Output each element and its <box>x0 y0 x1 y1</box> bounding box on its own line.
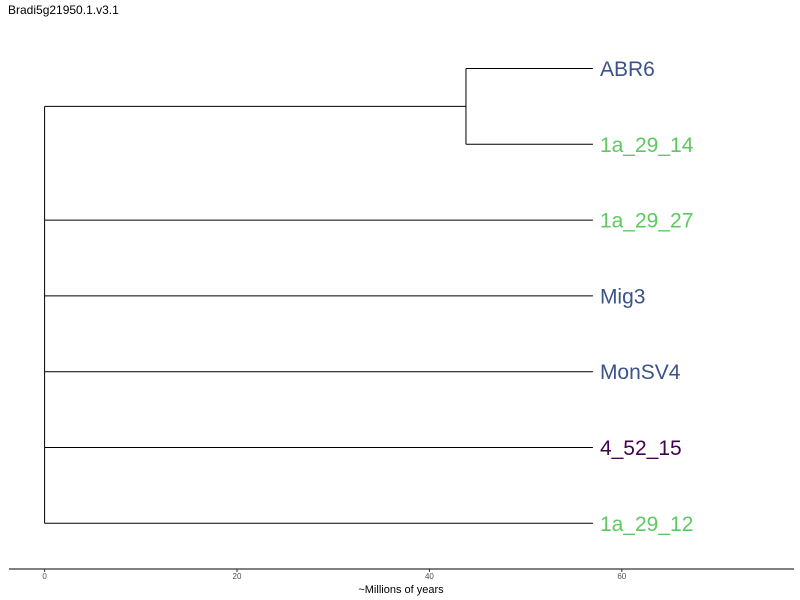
tip-label: 4_52_15 <box>600 437 682 460</box>
tree-branches <box>44 68 593 524</box>
axis-title: ~Millions of years <box>358 584 444 596</box>
tip-labels: ABR6 1a_29_14 1a_29_27 Mig3 MonSV4 4_52_15 1a_… <box>600 58 694 536</box>
axis-tick-label: 40 <box>425 572 434 581</box>
axis-ticks: 0 20 40 60 <box>42 569 627 581</box>
time-axis: 0 20 40 60 ~Millions of years <box>9 568 794 596</box>
axis-tick-label: 0 <box>42 572 47 581</box>
tip-label: MonSV4 <box>600 361 681 384</box>
tip-label: 1a_29_27 <box>600 210 693 233</box>
tip-label: 1a_29_12 <box>600 513 693 536</box>
tree-title: Bradi5g21950.1.v3.1 <box>8 3 119 17</box>
axis-tick-label: 20 <box>233 572 242 581</box>
axis-tick-label: 60 <box>617 572 626 581</box>
tip-label: 1a_29_14 <box>600 134 694 157</box>
tip-label: ABR6 <box>600 58 655 81</box>
tip-label: Mig3 <box>600 285 646 308</box>
